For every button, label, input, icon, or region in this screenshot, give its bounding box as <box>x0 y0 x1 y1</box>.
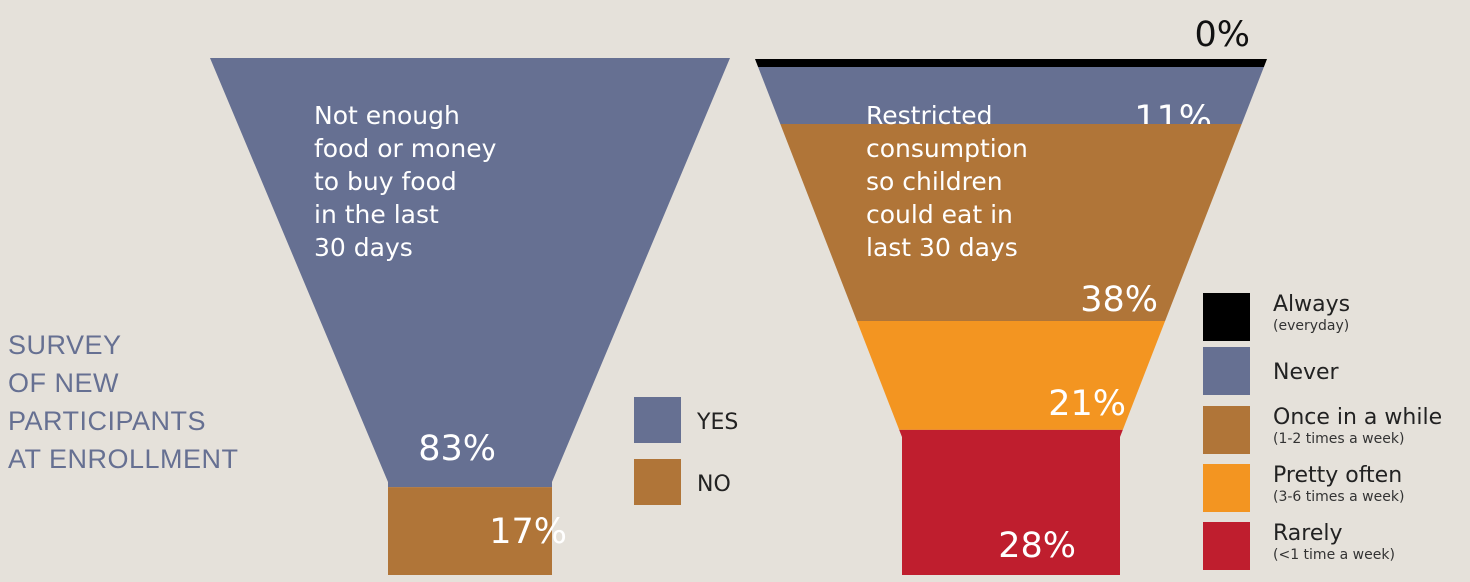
funnel2-title-line: Restricted <box>866 101 992 130</box>
survey-title-line: SURVEY <box>8 330 122 360</box>
funnel2-title-line: so children <box>866 167 1003 196</box>
funnel2-value-label: 38% <box>1080 280 1158 320</box>
legend-sublabel: (1-2 times a week) <box>1273 431 1404 447</box>
funnel1-title-line: in the last <box>314 200 439 229</box>
legend-swatch-yes <box>634 397 681 443</box>
funnel1-title-line: to buy food <box>314 167 457 196</box>
legend-swatch-always <box>1203 293 1250 341</box>
legend-swatch-once-in-a-while <box>1203 406 1250 454</box>
legend-label: NO <box>697 472 731 497</box>
legend-swatch-no <box>634 459 681 505</box>
funnel2-value-label: 0% <box>1194 15 1250 55</box>
funnel1-title-line: food or money <box>314 134 497 163</box>
legend-sublabel: (3-6 times a week) <box>1273 489 1404 505</box>
funnel1-value-label: 17% <box>489 512 567 552</box>
survey-title-line: AT ENROLLMENT <box>8 444 239 474</box>
funnel2-title-line: consumption <box>866 134 1028 163</box>
funnel2-segment-rarely <box>899 429 1123 575</box>
funnel2-segment-never <box>758 67 1264 124</box>
funnel1-title-line: 30 days <box>314 233 413 262</box>
legend-label: Never <box>1273 360 1340 385</box>
funnel1-segment-no <box>388 487 552 575</box>
legend-label: Pretty often <box>1273 463 1402 488</box>
funnel2-value-label: 28% <box>998 526 1076 566</box>
legend-label: YES <box>696 410 738 435</box>
survey-title: SURVEY OF NEW PARTICIPANTS AT ENROLLMENT <box>8 326 328 478</box>
funnel2-title-line: could eat in <box>866 200 1013 229</box>
survey-title-line: PARTICIPANTS <box>8 406 207 436</box>
legend-label: Rarely <box>1273 521 1343 546</box>
funnel2-value-label: 21% <box>1048 384 1126 424</box>
legend-label: Once in a while <box>1273 405 1442 430</box>
legend-swatch-never <box>1203 347 1250 395</box>
legend-swatch-pretty-often <box>1203 464 1250 512</box>
funnel2-segment-once-in-a-while <box>780 124 1242 321</box>
funnel2-segment-pretty-often <box>856 321 1166 430</box>
funnel2-title-line: last 30 days <box>866 233 1018 262</box>
funnel1-title-line: Not enough <box>314 101 460 130</box>
legend-swatch-rarely <box>1203 522 1250 570</box>
legend-label: Always <box>1273 292 1350 317</box>
legend-sublabel: (everyday) <box>1273 318 1349 334</box>
legend-sublabel: (<1 time a week) <box>1273 547 1395 563</box>
funnel2-segment-always <box>755 59 1267 67</box>
funnel1-value-label: 83% <box>418 429 496 469</box>
funnel1-segment-yes <box>210 58 730 488</box>
survey-title-line: OF NEW <box>8 368 119 398</box>
